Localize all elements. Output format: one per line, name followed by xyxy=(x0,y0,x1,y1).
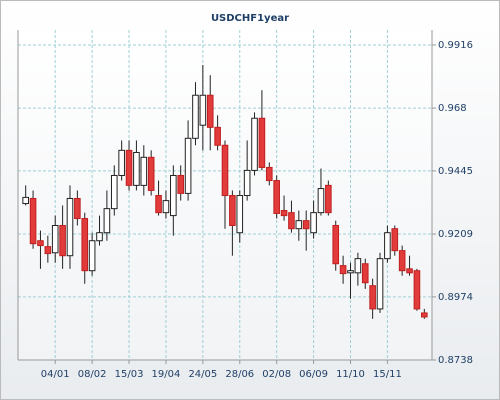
candle-body xyxy=(177,174,185,194)
candle-body xyxy=(317,188,325,214)
candle-body xyxy=(155,195,162,214)
candle-body xyxy=(125,149,133,186)
candle-body xyxy=(221,144,229,197)
candle-body xyxy=(147,156,155,191)
x-tick-label: 28/06 xyxy=(225,369,254,380)
y-tick-label: 0.8974 xyxy=(438,292,473,303)
candle-body xyxy=(361,263,369,284)
x-tick-label: 02/08 xyxy=(262,369,291,380)
candle-body xyxy=(133,151,140,186)
candle-body xyxy=(421,312,428,318)
candle-body xyxy=(354,258,362,274)
candle-body xyxy=(214,126,221,146)
candle-body xyxy=(199,94,207,126)
candle-body xyxy=(243,169,251,197)
candle-body xyxy=(288,212,295,230)
candle-body xyxy=(273,180,280,214)
candle-body xyxy=(110,174,118,210)
candle-body xyxy=(162,200,170,214)
candle-body xyxy=(88,240,96,272)
candle-body xyxy=(369,285,376,310)
x-tick-label: 24/05 xyxy=(188,369,217,380)
candle-body xyxy=(170,174,177,217)
x-tick-label: 04/01 xyxy=(41,369,70,380)
candle-body xyxy=(413,270,421,310)
candle-body xyxy=(22,196,29,205)
candle-body xyxy=(118,149,125,176)
chart-title: USDCHF1year xyxy=(211,13,289,24)
candle-body xyxy=(29,197,37,245)
candle-body xyxy=(376,258,384,310)
candle-body xyxy=(251,117,258,171)
candle-body xyxy=(325,184,332,214)
candle-body xyxy=(81,218,89,272)
candle-body xyxy=(37,240,44,247)
candle-body xyxy=(74,197,81,220)
candle-body xyxy=(332,224,340,265)
candle-body xyxy=(51,224,59,254)
x-tick-label: 08/02 xyxy=(78,369,107,380)
candle-body xyxy=(258,117,266,168)
candle-body xyxy=(406,268,413,274)
x-tick-label: 11/10 xyxy=(336,369,365,380)
candle-body xyxy=(229,195,236,226)
candle-body xyxy=(206,94,214,128)
candle-body xyxy=(192,94,199,139)
x-tick-label: 15/11 xyxy=(373,369,402,380)
candle-body xyxy=(347,270,354,274)
candle-body xyxy=(103,208,111,234)
candle-body xyxy=(302,220,310,230)
candle-body xyxy=(310,212,317,234)
x-tick-label: 06/09 xyxy=(299,369,328,380)
y-tick-label: 0.9209 xyxy=(438,229,473,240)
candle-body xyxy=(280,210,288,217)
candle-body xyxy=(236,195,244,234)
candle-body xyxy=(295,220,303,230)
candle-body xyxy=(384,232,391,260)
candle-body xyxy=(59,224,66,257)
candle-body xyxy=(339,265,347,275)
candle-body xyxy=(391,228,399,252)
candle-body xyxy=(398,250,406,272)
candle-body xyxy=(265,166,273,182)
candle-body xyxy=(140,156,148,186)
plot: 0.8738 0.8974 0.9209 0.9445 0.968 0.9916 04/01… xyxy=(18,30,473,380)
candle-body xyxy=(96,232,103,242)
x-tick-label: 19/04 xyxy=(152,369,181,380)
y-tick-label: 0.9916 xyxy=(438,40,473,51)
y-tick-label: 0.968 xyxy=(438,103,467,114)
x-tick-label: 15/03 xyxy=(115,369,144,380)
candle-body xyxy=(66,197,74,257)
y-tick-label: 0.9445 xyxy=(438,166,473,177)
candle-body xyxy=(184,137,192,194)
candle-body xyxy=(44,246,52,255)
y-tick-label: 0.8738 xyxy=(438,355,473,366)
